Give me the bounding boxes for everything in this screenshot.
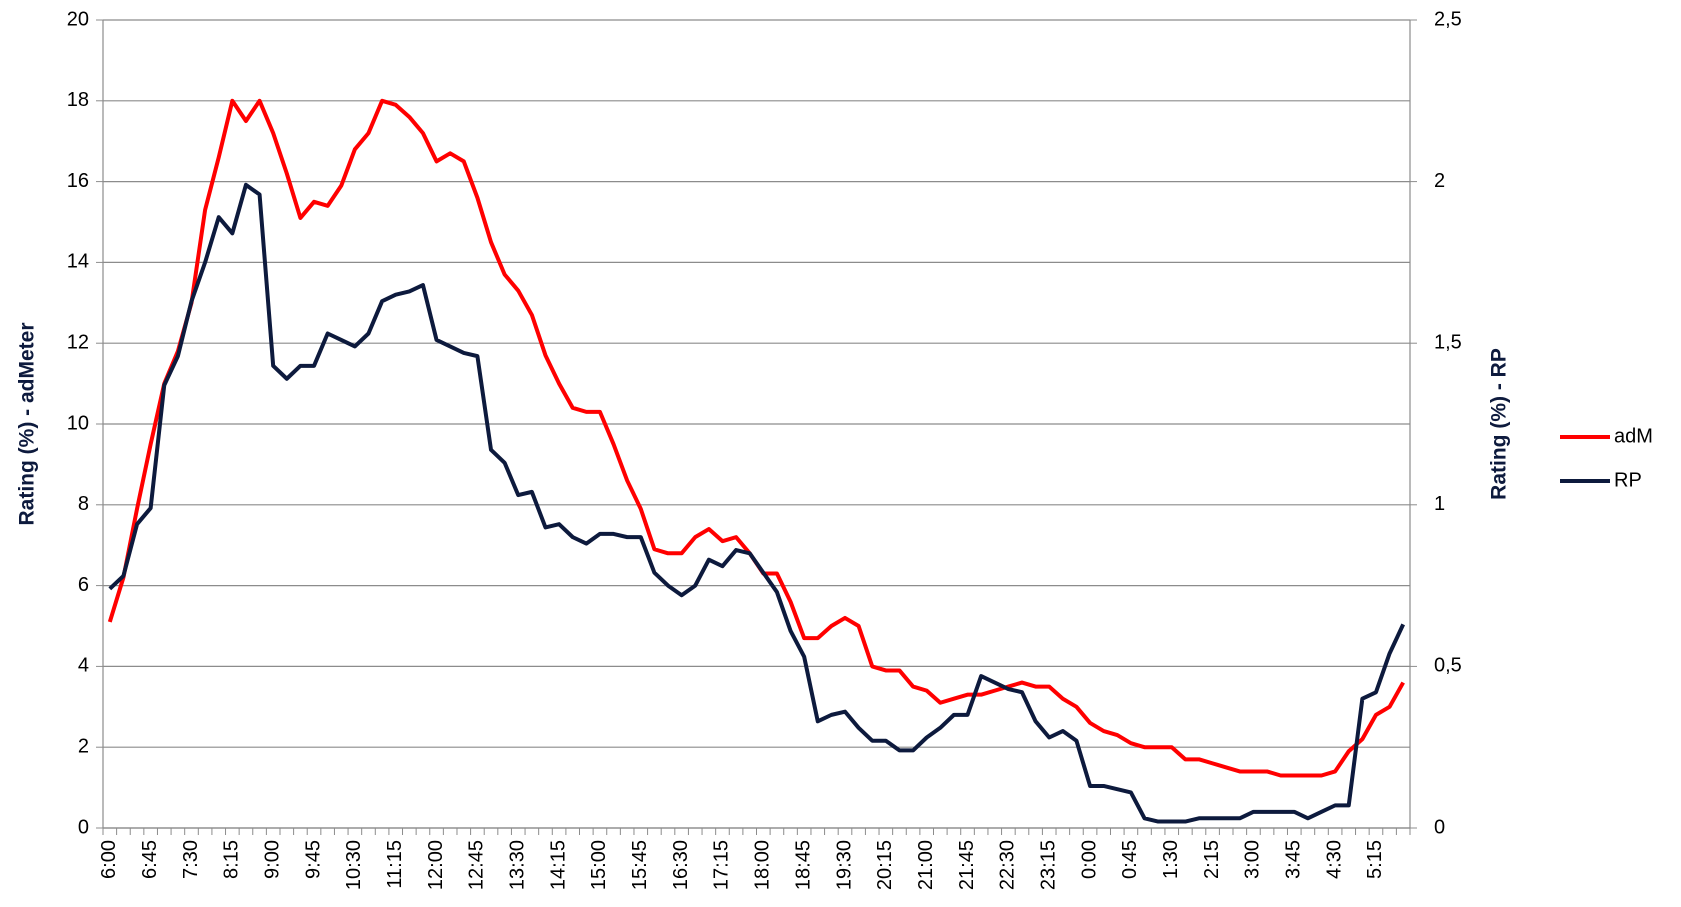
x-tick-label: 3:45 xyxy=(1283,840,1305,879)
y-tick-label: 14 xyxy=(67,251,89,273)
x-tick-label: 0:00 xyxy=(1078,840,1100,879)
x-tick-label: 18:00 xyxy=(752,840,774,890)
x-tick-label: 22:30 xyxy=(997,840,1019,890)
y2-tick-label: 1,5 xyxy=(1434,331,1462,353)
x-tick-label: 2:15 xyxy=(1201,840,1223,879)
y2-tick-label: 2 xyxy=(1434,170,1445,192)
legend-label: RP xyxy=(1614,469,1642,491)
x-tick-label: 7:30 xyxy=(180,840,202,879)
x-tick-label: 12:45 xyxy=(466,840,488,890)
x-tick-label: 5:15 xyxy=(1364,840,1386,879)
legend-label: adM xyxy=(1614,425,1653,447)
x-tick-label: 20:15 xyxy=(874,840,896,890)
x-tick-label: 17:15 xyxy=(711,840,733,890)
x-tick-label: 15:00 xyxy=(588,840,610,890)
x-tick-label: 21:00 xyxy=(915,840,937,890)
y-tick-label: 4 xyxy=(78,655,89,677)
x-tick-label: 19:30 xyxy=(833,840,855,890)
x-tick-label: 0:45 xyxy=(1119,840,1141,879)
x-tick-label: 1:30 xyxy=(1160,840,1182,879)
y2-tick-label: 0 xyxy=(1434,816,1445,838)
x-tick-label: 6:00 xyxy=(98,840,120,879)
y-tick-label: 0 xyxy=(78,816,89,838)
x-tick-label: 15:45 xyxy=(629,840,651,890)
x-tick-label: 18:45 xyxy=(792,840,814,890)
y2-tick-label: 2,5 xyxy=(1434,8,1462,30)
y-tick-label: 2 xyxy=(78,735,89,757)
y2-tick-label: 1 xyxy=(1434,493,1445,515)
x-tick-label: 3:00 xyxy=(1242,840,1264,879)
x-tick-label: 12:00 xyxy=(425,840,447,890)
y-tick-label: 12 xyxy=(67,331,89,353)
x-tick-label: 23:15 xyxy=(1037,840,1059,890)
x-tick-label: 11:15 xyxy=(384,840,406,889)
y2-axis-title: Rating (%) - RP xyxy=(1488,348,1511,500)
y-axis-title: Rating (%) - adMeter xyxy=(16,322,39,525)
series-line xyxy=(108,182,1406,824)
x-tick-label: 16:30 xyxy=(670,840,692,890)
y-tick-label: 20 xyxy=(67,8,89,30)
x-tick-label: 9:00 xyxy=(261,840,283,879)
series-line xyxy=(107,98,1405,778)
x-tick-label: 13:30 xyxy=(507,840,529,890)
x-tick-label: 9:45 xyxy=(302,840,324,879)
x-tick-label: 8:15 xyxy=(221,840,243,879)
y-tick-label: 8 xyxy=(78,493,89,515)
x-tick-label: 10:30 xyxy=(343,840,365,890)
y-tick-label: 16 xyxy=(67,170,89,192)
y2-tick-label: 0,5 xyxy=(1434,655,1462,677)
x-tick-label: 6:45 xyxy=(139,840,161,879)
y-tick-label: 10 xyxy=(67,412,89,434)
y-tick-label: 18 xyxy=(67,89,89,111)
x-tick-label: 14:15 xyxy=(547,840,569,890)
x-tick-label: 21:45 xyxy=(956,840,978,890)
x-tick-label: 4:30 xyxy=(1323,840,1345,879)
y-tick-label: 6 xyxy=(78,574,89,596)
